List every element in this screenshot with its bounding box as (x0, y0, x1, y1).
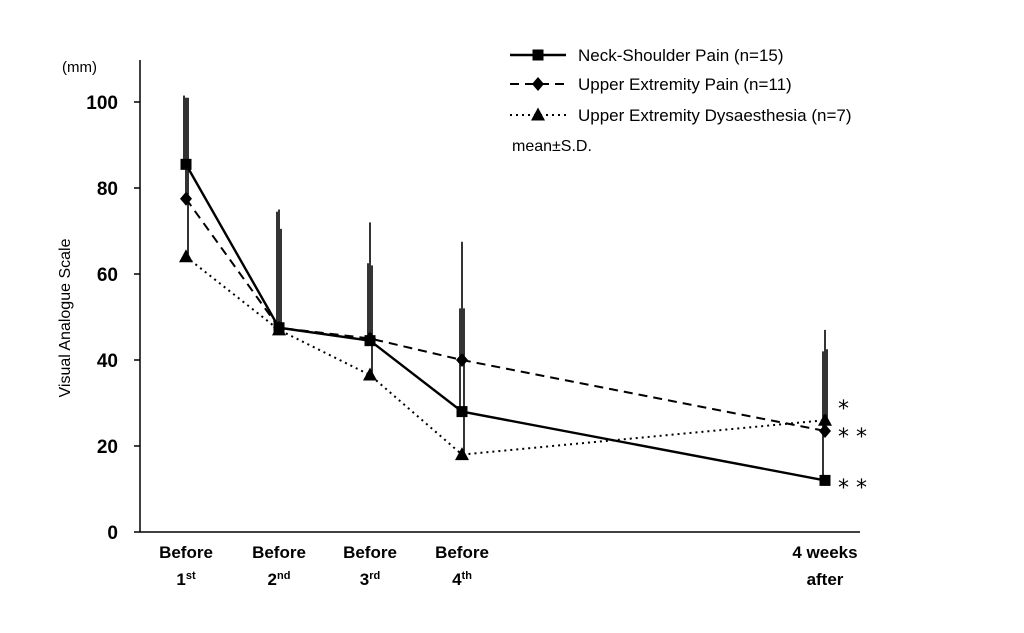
data-point (819, 423, 831, 438)
x-category-line2: 3rd (360, 570, 380, 589)
x-category-suffix: nd (277, 570, 290, 582)
x-category-line2: after (807, 570, 844, 589)
data-point (180, 158, 192, 170)
x-category-line2: 2nd (268, 570, 291, 589)
series-line (185, 256, 826, 456)
legend-marker (532, 49, 544, 61)
x-category-label: Before 3rd (343, 543, 397, 589)
x-category-suffix: th (462, 570, 473, 582)
significance-marker: * (838, 397, 849, 422)
data-point (819, 474, 831, 486)
y-tick-label: 100 (86, 93, 118, 114)
y-tick-label: 40 (97, 351, 118, 372)
x-category-label: Before 4th (435, 543, 489, 589)
y-tick-label: 0 (107, 523, 118, 544)
series-line (185, 198, 826, 432)
x-category-line1: Before (159, 543, 213, 562)
data-point (455, 447, 469, 461)
x-category-line2: 1st (176, 570, 196, 589)
legend-item: Upper Extremity Dysaesthesia (n=7) (510, 106, 852, 125)
legend-item: Upper Extremity Pain (n=11) (510, 75, 792, 94)
x-category-line1: 4 weeks (792, 543, 857, 562)
x-category-line2: 4th (452, 570, 472, 589)
y-tick-label: 80 (97, 179, 118, 200)
y-tick-label: 60 (97, 265, 118, 286)
plot-area: 020406080100Before1stBefore2ndBefore3rdB… (86, 60, 867, 589)
data-point (180, 191, 192, 206)
series-square (180, 95, 831, 486)
data-point (363, 367, 377, 381)
legend: Neck-Shoulder Pain (n=15) Upper Extremity… (510, 46, 852, 155)
y-axis-title: Visual Analogue Scale (57, 238, 74, 397)
legend-marker (531, 107, 545, 121)
x-category-suffix: st (186, 570, 196, 582)
legend-label: Upper Extremity Dysaesthesia (n=7) (578, 106, 852, 125)
x-category-label: Before 2nd (252, 543, 306, 589)
legend-item: Neck-Shoulder Pain (n=15) (510, 46, 784, 65)
data-point (456, 406, 468, 418)
x-category-line1: Before (343, 543, 397, 562)
y-unit-label: (mm) (62, 59, 97, 76)
x-category-suffix: rd (369, 570, 380, 582)
data-point (273, 322, 285, 334)
legend-label: Upper Extremity Pain (n=11) (578, 75, 792, 94)
legend-marker (532, 77, 544, 91)
data-point (179, 249, 193, 263)
x-category-label: 4 weeks after (792, 543, 857, 589)
significance-marker: * * (838, 476, 867, 501)
x-category-line1: Before (435, 543, 489, 562)
data-point (364, 335, 376, 347)
legend-label: Neck-Shoulder Pain (n=15) (578, 46, 784, 65)
significance-marker: * * (838, 425, 867, 450)
data-point (456, 353, 468, 367)
series-triangle (179, 97, 832, 461)
mean-sd-note: mean±S.D. (512, 138, 592, 155)
y-tick-label: 20 (97, 437, 118, 458)
x-category-line1: Before (252, 543, 306, 562)
x-category-label: Before 1st (159, 543, 213, 589)
